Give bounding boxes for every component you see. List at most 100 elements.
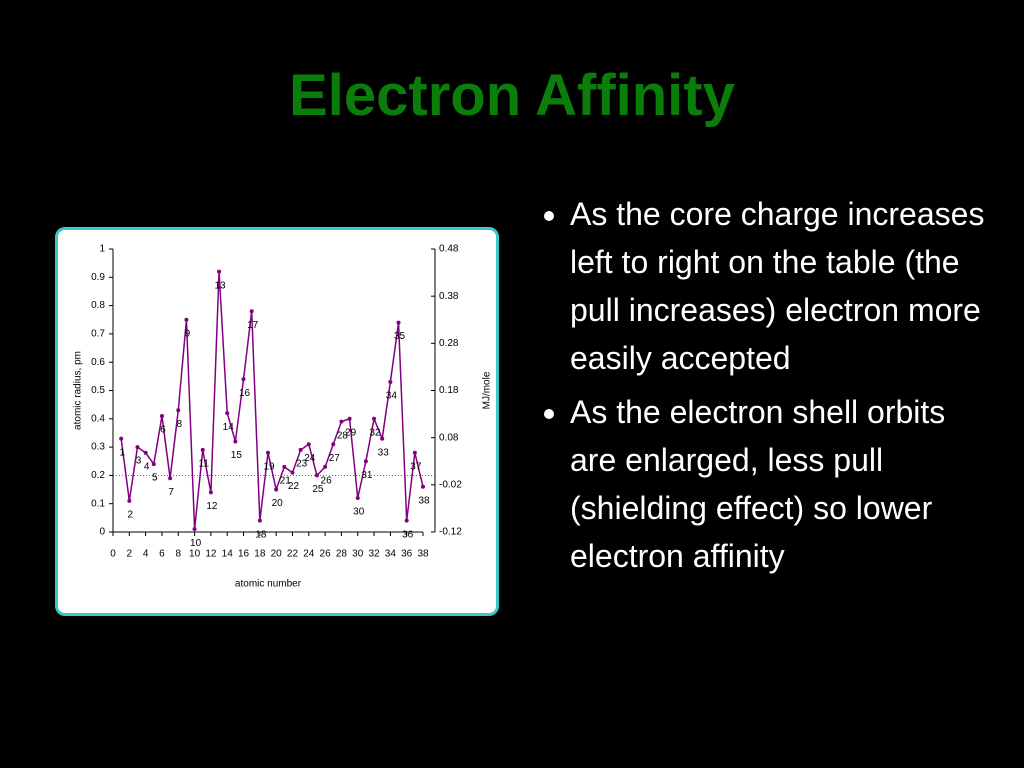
y-tick-label: 0.1 bbox=[91, 498, 105, 509]
data-point bbox=[388, 380, 393, 385]
y-tick-label: 0.4 bbox=[91, 413, 105, 424]
data-point bbox=[266, 450, 270, 455]
data-point bbox=[404, 518, 409, 523]
x-tick-label: 34 bbox=[385, 549, 397, 560]
x-tick-label: 26 bbox=[320, 549, 332, 560]
point-label: 26 bbox=[321, 476, 333, 487]
slide-title: Electron Affinity bbox=[289, 63, 735, 128]
x-tick-label: 36 bbox=[401, 549, 413, 560]
y2-tick-label: 0.18 bbox=[439, 385, 459, 396]
point-label: 27 bbox=[329, 453, 341, 464]
point-label: 17 bbox=[247, 320, 259, 331]
point-label: 31 bbox=[361, 470, 373, 481]
y-tick-label: 0.3 bbox=[91, 442, 105, 453]
x-tick-label: 32 bbox=[368, 549, 380, 560]
y-tick-label: 0.7 bbox=[91, 329, 105, 340]
y2-tick-label: 0.08 bbox=[439, 432, 459, 443]
y-tick-label: 0 bbox=[99, 527, 105, 538]
bullet: As the electron shell orbits are enlarge… bbox=[570, 388, 990, 580]
point-label: 19 bbox=[263, 461, 275, 472]
data-point bbox=[127, 498, 132, 503]
point-label: 10 bbox=[190, 538, 202, 549]
data-point bbox=[241, 377, 246, 382]
x-tick-label: 18 bbox=[254, 549, 266, 560]
y-tick-label: 1 bbox=[99, 244, 105, 255]
data-point bbox=[421, 484, 425, 489]
point-label: 29 bbox=[345, 427, 357, 438]
y-tick-label: 0.8 bbox=[91, 300, 105, 311]
x-tick-label: 6 bbox=[159, 549, 165, 560]
y2-tick-label: 0.28 bbox=[439, 338, 459, 349]
data-point bbox=[355, 496, 360, 501]
y-tick-label: 0.5 bbox=[91, 385, 105, 396]
data-point bbox=[314, 473, 319, 478]
data-point bbox=[372, 416, 377, 421]
data-point bbox=[192, 527, 197, 532]
point-label: 8 bbox=[176, 419, 182, 430]
data-point bbox=[151, 462, 156, 467]
x-tick-label: 30 bbox=[352, 549, 364, 560]
point-label: 18 bbox=[255, 529, 267, 540]
y-tick-label: 0.2 bbox=[91, 470, 105, 481]
point-label: 5 bbox=[152, 473, 158, 484]
data-point bbox=[176, 408, 181, 413]
data-point bbox=[323, 464, 328, 469]
x-tick-label: 24 bbox=[303, 549, 315, 560]
point-label: 38 bbox=[418, 495, 430, 506]
x-tick-label: 14 bbox=[222, 549, 234, 560]
point-label: 24 bbox=[304, 453, 316, 464]
point-label: 21 bbox=[280, 476, 292, 487]
point-label: 32 bbox=[369, 427, 381, 438]
point-label: 12 bbox=[206, 501, 218, 512]
x-tick-label: 20 bbox=[271, 549, 283, 560]
x-tick-label: 0 bbox=[110, 549, 116, 560]
x-tick-label: 22 bbox=[287, 549, 299, 560]
bullet-list: As the core charge increases left to rig… bbox=[530, 190, 990, 586]
point-label: 2 bbox=[128, 510, 134, 521]
data-point bbox=[274, 487, 279, 492]
data-point bbox=[233, 439, 238, 444]
data-point bbox=[290, 470, 295, 475]
chart: 0 0.1 0.2 0.3 0.4 0.5 0.6 0.7 0.8 0.9 1 0.48 0.38 0.2… bbox=[73, 244, 493, 590]
point-label: 1 bbox=[119, 447, 125, 458]
bullet: As the core charge increases left to rig… bbox=[570, 190, 990, 382]
data-point bbox=[143, 450, 148, 455]
point-label: 33 bbox=[378, 447, 390, 458]
point-label: 37 bbox=[410, 461, 422, 472]
y2-tick-label: -0.02 bbox=[439, 479, 462, 490]
point-label: 25 bbox=[312, 484, 324, 495]
data-line bbox=[120, 271, 424, 530]
data-point bbox=[184, 317, 189, 322]
data-point bbox=[282, 464, 287, 469]
point-label: 13 bbox=[214, 280, 226, 291]
point-label: 36 bbox=[402, 529, 414, 540]
data-point bbox=[339, 419, 344, 424]
point-label: 22 bbox=[288, 481, 300, 492]
x-tick-label: 2 bbox=[127, 549, 133, 560]
y-tick-label: 0.6 bbox=[91, 357, 105, 368]
y2-tick-label: -0.12 bbox=[439, 527, 462, 538]
data-point bbox=[159, 413, 164, 418]
point-label: 3 bbox=[136, 456, 142, 467]
chart-frame: 0 0.1 0.2 0.3 0.4 0.5 0.6 0.7 0.8 0.9 1 0.48 0.38 0.2… bbox=[55, 227, 499, 616]
data-point bbox=[347, 416, 352, 421]
x-tick-label: 4 bbox=[143, 549, 149, 560]
x-tick-label: 28 bbox=[336, 549, 348, 560]
point-label: 30 bbox=[353, 507, 365, 518]
data-point bbox=[257, 518, 262, 523]
data-point bbox=[380, 436, 385, 441]
data-point bbox=[208, 490, 213, 495]
data-point bbox=[331, 442, 336, 447]
point-label: 34 bbox=[386, 391, 398, 402]
x-tick-label: 16 bbox=[238, 549, 250, 560]
point-label: 9 bbox=[185, 328, 191, 339]
y2-axis-title: MJ/mole bbox=[482, 371, 493, 409]
point-label: 6 bbox=[160, 425, 166, 436]
point-label: 11 bbox=[199, 459, 210, 470]
x-tick-label: 8 bbox=[175, 549, 181, 560]
data-point bbox=[200, 447, 205, 452]
point-label: 4 bbox=[144, 461, 150, 472]
point-label: 16 bbox=[239, 388, 251, 399]
y-axis-title: atomic radius, pm bbox=[73, 351, 84, 430]
